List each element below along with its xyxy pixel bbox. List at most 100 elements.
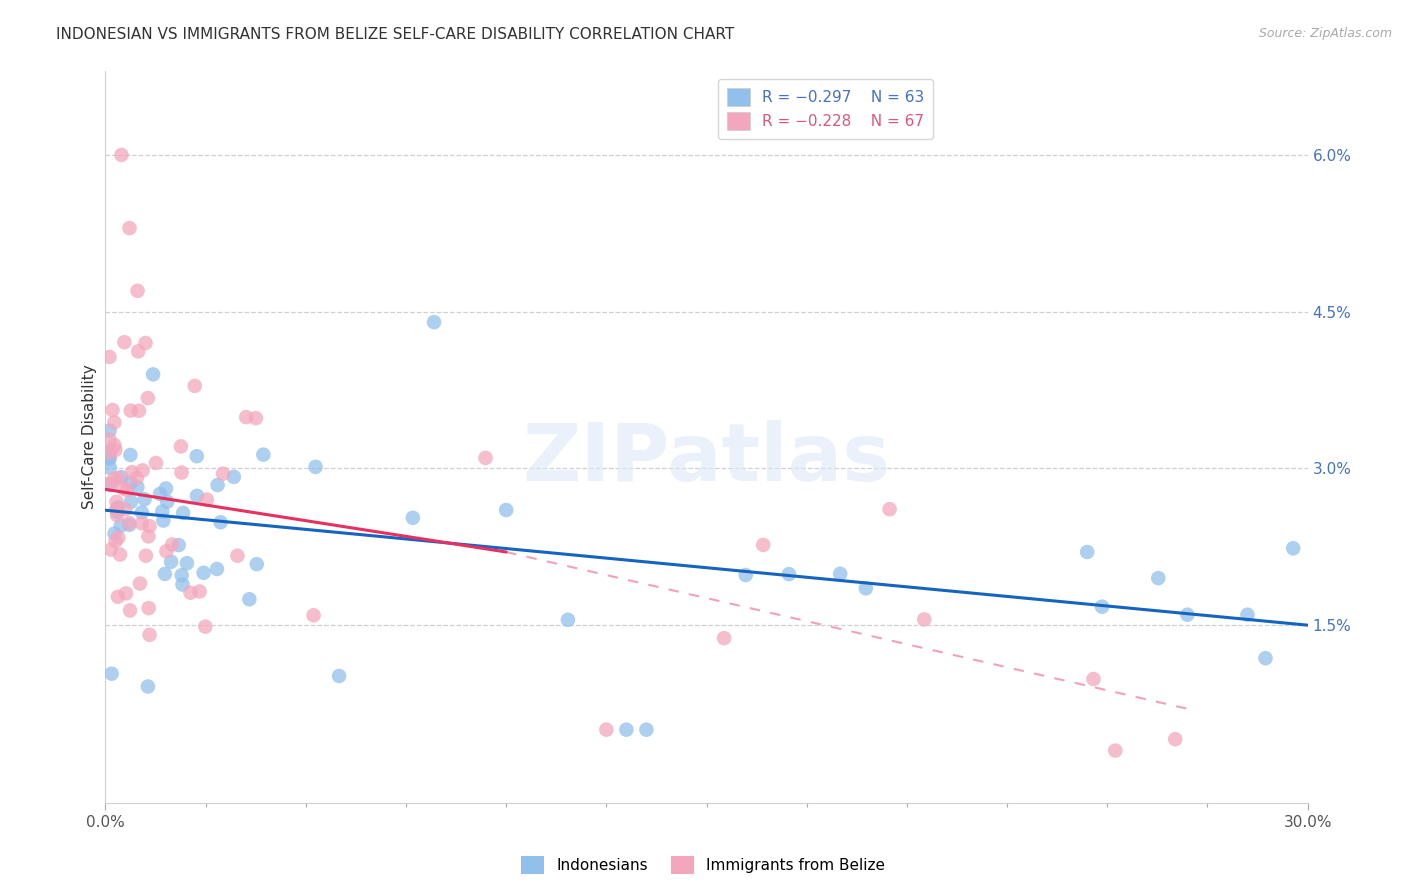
Text: Source: ZipAtlas.com: Source: ZipAtlas.com [1258,27,1392,40]
Point [423,315,446,329]
Point [1177,607,1199,622]
Point [103,438,125,452]
Point [100,666,122,681]
Point [110,148,132,162]
Point [195,492,218,507]
Point [152,514,174,528]
Point [105,508,128,523]
Point [1076,545,1098,559]
Text: ZIPatlas: ZIPatlas [523,420,890,498]
Point [186,489,208,503]
Point [98,452,121,467]
Point [778,567,800,582]
Point [495,503,517,517]
Point [150,504,173,518]
Point [104,442,127,457]
Point [115,586,138,600]
Point [112,335,135,350]
Point [105,502,128,516]
Point [1104,743,1126,757]
Point [107,531,129,545]
Point [235,410,257,425]
Point [1147,571,1170,585]
Point [98,350,121,364]
Point [118,221,141,235]
Point [1083,672,1105,686]
Point [120,475,142,490]
Point [107,590,129,604]
Point [170,466,193,480]
Point [107,500,129,515]
Point [105,505,128,519]
Point [107,471,129,485]
Point [222,470,245,484]
Point [209,516,232,530]
Point [98,460,121,475]
Point [136,680,159,694]
Point [179,585,201,599]
Text: INDONESIAN VS IMMIGRANTS FROM BELIZE SELF-CARE DISABILITY CORRELATION CHART: INDONESIAN VS IMMIGRANTS FROM BELIZE SEL… [56,27,734,42]
Point [160,537,183,551]
Point [153,566,176,581]
Point [1254,651,1277,665]
Point [120,448,142,462]
Point [142,368,165,382]
Point [98,445,121,459]
Point [98,476,121,491]
Point [128,404,150,418]
Point [212,467,235,481]
Point [104,534,127,549]
Point [118,517,141,532]
Point [135,549,157,563]
Point [98,424,121,438]
Point [110,518,132,533]
Point [184,379,207,393]
Point [302,608,325,623]
Point [138,628,160,642]
Point [138,519,160,533]
Point [108,548,131,562]
Point [238,592,260,607]
Point [205,562,228,576]
Point [172,506,194,520]
Point [734,568,756,582]
Point [135,336,157,351]
Point [245,411,267,425]
Point [160,555,183,569]
Point [172,577,194,591]
Point [252,448,274,462]
Point [101,403,124,417]
Point [98,433,121,447]
Point [145,456,167,470]
Point [98,450,121,465]
Point [131,463,153,477]
Point [328,669,350,683]
Point [103,416,125,430]
Point [879,502,901,516]
Point [121,465,143,479]
Point [176,556,198,570]
Point [155,482,177,496]
Legend: Indonesians, Immigrants from Belize: Indonesians, Immigrants from Belize [515,850,891,880]
Point [557,613,579,627]
Point [127,480,149,494]
Point [128,576,150,591]
Y-axis label: Self-Care Disability: Self-Care Disability [82,365,97,509]
Point [138,529,160,543]
Point [118,516,141,530]
Point [595,723,617,737]
Point [1164,732,1187,747]
Point [207,478,229,492]
Point [156,494,179,508]
Point [855,582,877,596]
Point [170,568,193,582]
Point [118,603,141,617]
Point [636,723,658,737]
Point [120,403,142,417]
Point [226,549,249,563]
Point [193,566,215,580]
Point [114,502,136,516]
Point [103,526,125,541]
Point [474,450,496,465]
Point [912,612,935,626]
